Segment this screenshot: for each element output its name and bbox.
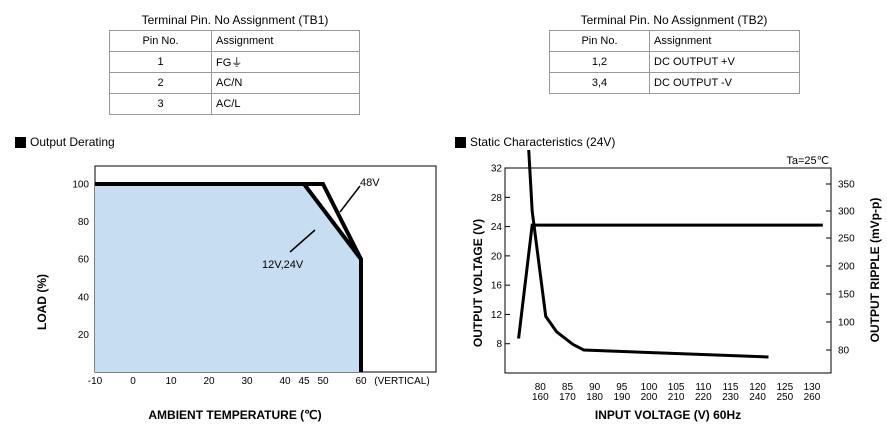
y-tick-label: 32 <box>491 164 503 175</box>
y2-tick-label: 150 <box>838 290 855 301</box>
header-pin-no: Pin No. <box>109 30 212 52</box>
x-axis-title: INPUT VOLTAGE (V) 60Hz <box>595 408 741 422</box>
header-assignment: Assignment <box>649 30 800 52</box>
pin-cell: 1,2 <box>549 51 650 73</box>
y-tick-label: 8 <box>496 339 502 350</box>
derating-line-12v-24v <box>95 182 363 372</box>
x-tick-label-top: 110 <box>695 382 711 393</box>
assignment-cell: FG⏚ <box>211 51 360 73</box>
series-label-12v-24v: 12V,24V <box>262 259 304 271</box>
x-tick-label-top: 90 <box>589 382 601 393</box>
table-header-row: Pin No. Assignment <box>109 30 360 52</box>
x-tick-label: -10 <box>88 376 103 387</box>
x-tick-label-top: 80 <box>535 382 547 393</box>
x-tick-label-bottom: 220 <box>695 392 712 403</box>
x-tick-label-top: 105 <box>668 382 685 393</box>
y2-tick-label: 200 <box>838 262 855 273</box>
static-characteristics-chart: Ta=25℃8016085170901809519010020010521011… <box>471 150 882 422</box>
table-row: 3,4 DC OUTPUT -V <box>549 72 800 94</box>
table-row: 1 FG⏚ <box>109 51 360 73</box>
x-tick-label-top: 85 <box>562 382 574 393</box>
ripple-line <box>527 150 769 359</box>
series-pointer-48v <box>339 185 361 213</box>
derating-area <box>95 184 361 372</box>
x-axis-title: AMBIENT TEMPERATURE (℃) <box>148 408 321 422</box>
tb1-table: Pin No. Assignment 1 FG⏚ 2 AC/N 3 AC/L <box>109 30 360 115</box>
derating-title-text: Output Derating <box>30 135 115 149</box>
x-tick-label: 10 <box>165 376 177 387</box>
y-tick-label: 20 <box>78 330 90 341</box>
x-tick-label-top: 115 <box>722 382 738 393</box>
series-pointer-12v-24v <box>289 229 316 253</box>
x-tick-label-top: 125 <box>776 382 793 393</box>
y-axis-title: OUTPUT VOLTAGE (V) <box>471 219 485 347</box>
pin-cell: 3 <box>109 93 212 115</box>
derating-chart: 48V 12V,24V -10 0 10 20 30 40 45 50 60 (VERTICAL) 10… <box>35 165 437 422</box>
x-tick-label-bottom: 210 <box>668 392 685 403</box>
x-tick-label-bottom: 200 <box>641 392 658 403</box>
assignment-cell: DC OUTPUT +V <box>649 51 800 73</box>
header-pin-no: Pin No. <box>549 30 650 52</box>
plot-frame <box>504 167 832 374</box>
pin-cell: 2 <box>109 72 212 94</box>
y-tick-label: 100 <box>72 180 89 191</box>
x-tick-label-bottom: 180 <box>586 392 603 403</box>
square-bullet-icon <box>455 136 466 148</box>
x-tick-label-top: 95 <box>616 382 628 393</box>
y2-tick-label: 300 <box>838 207 855 218</box>
tb2-table: Pin No. Assignment 1,2 DC OUTPUT +V 3,4 … <box>549 30 800 94</box>
x-tick-label-bottom: 190 <box>613 392 630 403</box>
assignment-cell: AC/N <box>211 72 360 94</box>
y-axis-title: LOAD (%) <box>35 274 49 330</box>
table-row: 2 AC/N <box>109 72 360 94</box>
square-bullet-icon <box>15 136 26 148</box>
x-tick-label-bottom: 170 <box>559 392 576 403</box>
x-tick-label-top: 120 <box>749 382 766 393</box>
x-tick-label: 0 <box>130 376 136 387</box>
tb1-title: Terminal Pin. No Assignment (TB1) <box>141 13 329 27</box>
x-tick-label: (VERTICAL) <box>374 376 429 387</box>
x-tick-label-bottom: 250 <box>776 392 793 403</box>
y-tick-label: 24 <box>491 222 503 233</box>
y2-axis-title: OUTPUT RIPPLE (mVp-p) <box>868 198 882 343</box>
series-label-48v: 48V <box>360 177 380 189</box>
x-tick-label: 40 <box>279 376 291 387</box>
y2-tick-label: 100 <box>838 318 855 329</box>
x-tick-label-bottom: 230 <box>722 392 739 403</box>
x-tick-label: 20 <box>203 376 215 387</box>
table-header-row: Pin No. Assignment <box>549 30 800 52</box>
assignment-cell: DC OUTPUT -V <box>649 72 800 94</box>
x-tick-label-top: 130 <box>804 382 821 393</box>
y-tick-label: 80 <box>78 217 90 228</box>
table-row: 1,2 DC OUTPUT +V <box>549 51 800 73</box>
pin-cell: 1 <box>109 51 212 73</box>
temperature-annotation: Ta=25℃ <box>786 155 829 167</box>
static-title-text: Static Characteristics (24V) <box>470 135 616 149</box>
y-tick-label: 12 <box>491 310 503 321</box>
y2-tick-label: 80 <box>838 346 850 357</box>
assignment-cell: AC/L <box>211 93 360 115</box>
y-tick-label: 40 <box>78 292 90 303</box>
y-tick-label: 28 <box>491 193 503 204</box>
output-voltage-line <box>517 223 823 339</box>
x-tick-label: 30 <box>241 376 253 387</box>
y-tick-label: 60 <box>78 255 90 266</box>
y-tick-label: 20 <box>491 251 503 262</box>
static-section-title: Static Characteristics (24V) <box>455 135 615 149</box>
x-tick-label: 50 <box>317 376 329 387</box>
x-tick-label: 60 <box>355 376 367 387</box>
header-assignment: Assignment <box>211 30 360 52</box>
table-row: 3 AC/L <box>109 93 360 115</box>
derating-section-title: Output Derating <box>15 135 115 149</box>
x-tick-label-top: 100 <box>641 382 658 393</box>
x-tick-label: 45 <box>298 376 310 387</box>
y2-tick-label: 350 <box>838 180 855 191</box>
pin-cell: 3,4 <box>549 72 650 94</box>
y2-tick-label: 250 <box>838 234 855 245</box>
x-tick-label-bottom: 240 <box>749 392 766 403</box>
x-tick-label-bottom: 160 <box>532 392 549 403</box>
x-tick-label-bottom: 260 <box>804 392 821 403</box>
tb2-title: Terminal Pin. No Assignment (TB2) <box>580 13 768 27</box>
y-tick-label: 16 <box>491 281 503 292</box>
